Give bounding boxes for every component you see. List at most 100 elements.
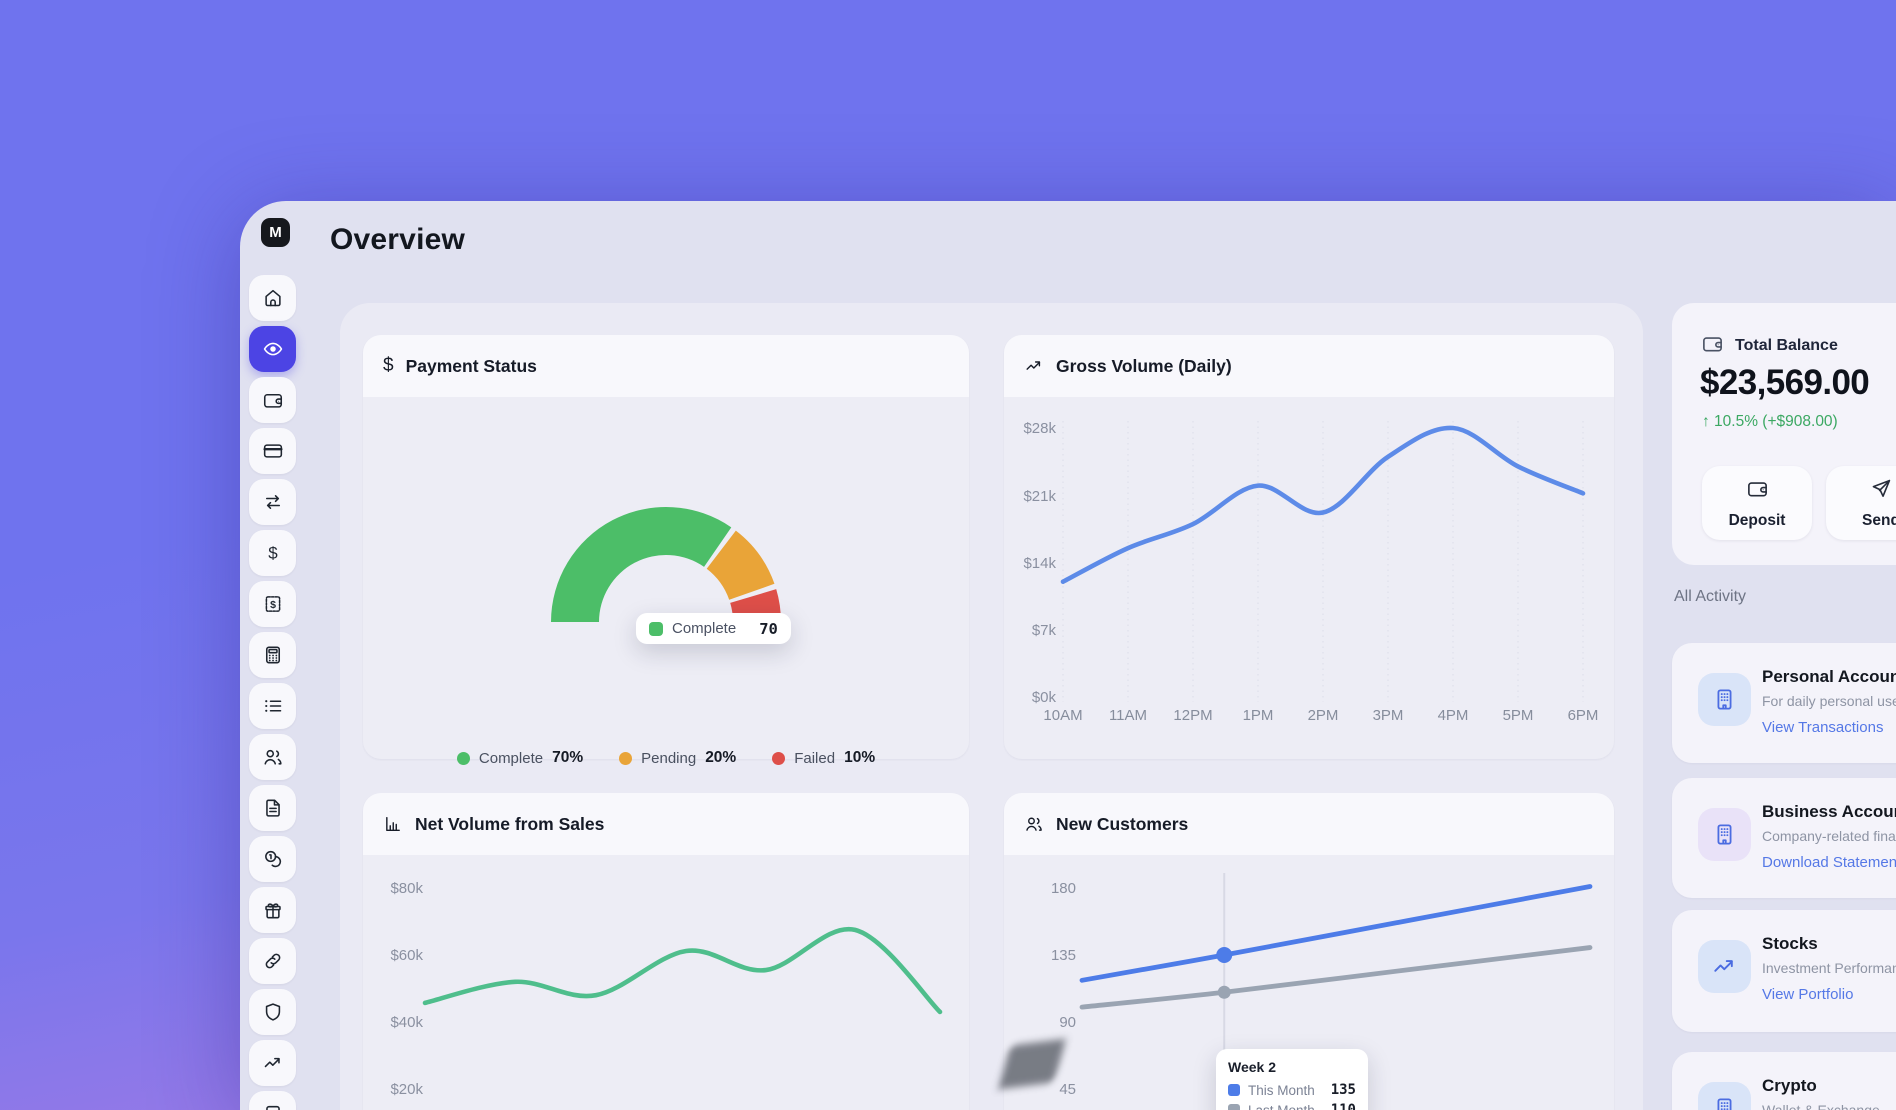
activity-title: Business Account [1762,802,1896,821]
svg-text:11AM: 11AM [1109,707,1147,724]
activity-subtitle: Company-related finances [1762,828,1896,844]
svg-text:$20k: $20k [390,1081,423,1098]
activity-link[interactable]: Download Statement [1762,854,1896,871]
sidebar-item-coins[interactable] [249,836,296,882]
sidebar-item-home[interactable] [249,275,296,321]
activity-icon-tile [1698,1082,1751,1110]
activity-title: Crypto [1762,1076,1817,1095]
sidebar-item-credit-card[interactable] [249,428,296,474]
card-title: Gross Volume (Daily) [1056,355,1232,376]
bar-chart-icon [386,816,400,832]
building-icon [1717,689,1732,710]
building-icon [1717,824,1732,845]
activity-link[interactable]: View Portfolio [1762,986,1854,1003]
activity-subtitle: Wallet & Exchange [1762,1102,1880,1110]
sidebar-item-shield[interactable] [249,989,296,1035]
dollar-icon: $ [383,355,394,376]
sidebar-item-document[interactable] [249,785,296,831]
card-title: Net Volume from Sales [415,813,605,834]
sidebar-item-dollar[interactable]: $ [249,530,296,576]
building-icon [1717,1098,1732,1110]
legend-item: Complete 70% [456,749,583,767]
svg-text:$40k: $40k [390,1014,423,1031]
transfer-icon [265,494,280,510]
multi-line-chart: 180 135 90 45 Week 2 This Month 135 Last Mo… [997,855,1614,1110]
activity-icon-tile [1698,808,1751,861]
svg-text:10AM: 10AM [1043,707,1082,724]
line-chart: $80k $60k $40k $20k [363,855,969,1110]
sidebar-item-calculator[interactable] [249,632,296,678]
wallet-icon [263,393,282,408]
card-header: Net Volume from Sales [363,793,969,855]
svg-text:$7k: $7k [1032,622,1057,639]
gauge-chart: Complete 70 Complete 70% Pending 20% Failed 1… [363,397,969,767]
main-panel: $ Payment Status Complete 70 Complete 70%… [340,303,1643,1110]
sidebar-item-eye[interactable] [249,326,296,372]
legend-item: Pending 20% [619,749,736,767]
total-balance-card: Total Balance $23,569.00 ↑ 10.5% (+$908.… [1672,303,1896,565]
gauge-legend: Complete 70% Pending 20% Failed 10% [363,749,969,767]
send-plane-icon [1870,477,1893,505]
send-icon [1872,479,1890,497]
total-balance-label: Total Balance [1735,337,1838,354]
card-header: Gross Volume (Daily) [1004,335,1614,397]
svg-text:180: 180 [1051,880,1076,897]
link-icon [265,953,280,969]
legend-swatch [1228,1084,1240,1096]
sidebar-item-users[interactable] [249,734,296,780]
trend-icon [1026,361,1041,370]
wallet-icon [1701,332,1724,360]
activity-icon-tile [1698,940,1751,993]
sidebar-item-transfer[interactable] [249,479,296,525]
tooltip-row: This Month 135 [1228,1082,1356,1098]
deposit-button[interactable]: Deposit [1702,466,1812,540]
receipt-icon: $ [265,596,280,612]
tooltip-label: Complete [672,620,737,637]
card-header: $ Payment Status [363,335,969,397]
svg-text:4PM: 4PM [1438,707,1469,724]
svg-text:3PM: 3PM [1373,707,1404,724]
activity-subtitle: For daily personal use [1762,693,1896,709]
svg-text:$14k: $14k [1023,555,1056,572]
all-activity-label: All Activity [1674,588,1747,605]
svg-text:1PM: 1PM [1243,707,1274,724]
svg-text:45: 45 [1059,1081,1076,1098]
activity-card-personal-account: Personal Account For daily personal use Vi… [1672,643,1896,763]
card-header: New Customers [1004,793,1614,855]
svg-text:5PM: 5PM [1503,707,1534,724]
wallet-icon [1703,337,1722,352]
app-window: M Overview $ $ $ Payment Status Complete … [240,201,1896,1110]
send-button[interactable]: Send [1826,466,1896,540]
sidebar-item-list[interactable] [249,683,296,729]
activity-card-stocks: Stocks Investment Performance View Portfol… [1672,910,1896,1032]
sidebar-item-receipt[interactable]: $ [249,581,296,627]
credit-card-icon [262,444,283,458]
card-title: Payment Status [405,355,537,376]
trend-icon [1714,960,1733,972]
activity-title: Stocks [1762,934,1818,953]
total-balance-header: Total Balance [1701,332,1838,360]
gift-icon [264,903,281,919]
document-icon [265,799,280,817]
svg-text:$: $ [268,544,278,563]
activity-link[interactable]: View Transactions [1762,719,1884,736]
eye-icon [263,342,282,356]
sidebar-item-link[interactable] [249,938,296,984]
sidebar-item-window[interactable] [249,1091,296,1110]
svg-text:90: 90 [1059,1014,1076,1031]
sidebar-item-trend[interactable] [249,1040,296,1086]
sidebar-item-wallet[interactable] [249,377,296,423]
card-title: New Customers [1056,813,1189,834]
svg-text:2PM: 2PM [1308,707,1339,724]
sidebar-item-gift[interactable] [249,887,296,933]
svg-text:6PM: 6PM [1568,707,1599,724]
coins-icon [264,850,281,868]
app-logo: M [261,218,290,247]
svg-text:12PM: 12PM [1173,707,1212,724]
svg-text:$0k: $0k [1032,689,1057,706]
activity-subtitle: Investment Performance [1762,960,1896,976]
home-icon [264,289,281,307]
page-title: Overview [330,223,466,256]
activity-title: Personal Account [1762,667,1896,686]
